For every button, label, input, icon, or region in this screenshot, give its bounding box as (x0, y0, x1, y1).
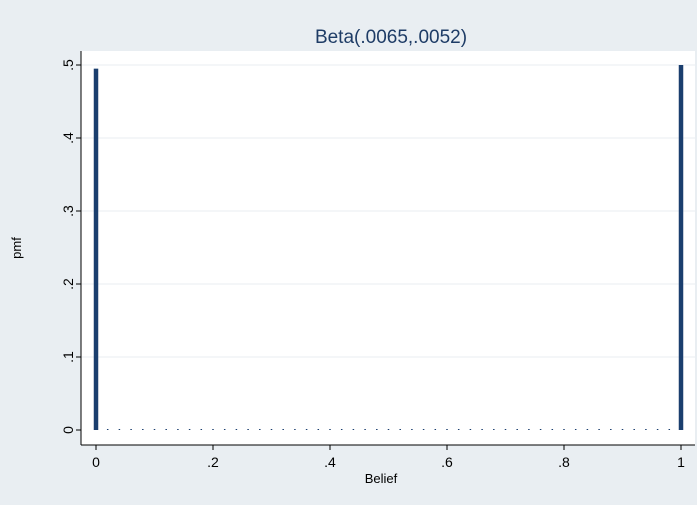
bar (305, 429, 308, 430)
bar (563, 429, 565, 430)
bar (528, 429, 530, 430)
y-axis-ticks: 0 .1 .2 .3 .4 .5 (60, 59, 81, 434)
bar (177, 429, 179, 430)
bar (165, 429, 167, 430)
y-tick-label: .5 (60, 59, 76, 71)
bar (294, 429, 296, 430)
bar (656, 429, 659, 430)
bar (598, 429, 600, 430)
bar (411, 429, 413, 430)
bar (223, 429, 226, 430)
bar (457, 429, 460, 430)
x-tick-label: 0 (92, 454, 100, 470)
bar (200, 429, 203, 430)
bar (574, 429, 577, 430)
bar (212, 429, 214, 430)
bar (493, 429, 495, 430)
bar (282, 429, 284, 430)
x-tick-label: .4 (324, 454, 336, 470)
bar (142, 429, 144, 430)
bar (352, 429, 355, 430)
bar (130, 429, 132, 430)
bar (188, 429, 191, 430)
bar (270, 429, 273, 430)
y-tick-label: .4 (60, 132, 76, 144)
bar (586, 429, 589, 430)
y-tick-label: .3 (60, 205, 76, 217)
bar (399, 429, 401, 430)
chart-title: Beta(.0065,.0052) (315, 27, 467, 48)
bar (153, 429, 156, 430)
y-tick-label: .2 (60, 278, 76, 290)
bar (539, 429, 542, 430)
bar (504, 429, 507, 430)
grid-lines (81, 64, 695, 358)
y-tick-label: 0 (60, 426, 76, 434)
bar (516, 429, 518, 430)
x-axis-title: Belief (365, 471, 398, 486)
bar (93, 68, 99, 431)
bar (678, 65, 684, 430)
bar (329, 429, 331, 430)
x-axis-ticks: 0 .2 .4 .6 .8 1 (92, 445, 685, 470)
x-tick-label: .6 (441, 454, 453, 470)
bar (235, 429, 238, 430)
bar (621, 429, 624, 430)
bar (668, 429, 671, 430)
bar (317, 429, 320, 430)
x-tick-label: .2 (207, 454, 219, 470)
bar (481, 429, 483, 430)
bar (434, 429, 437, 430)
y-tick-label: .1 (60, 351, 76, 363)
plot-area (81, 51, 695, 445)
bars (93, 65, 684, 431)
x-tick-label: .8 (558, 454, 570, 470)
bar (340, 429, 343, 430)
bar (247, 429, 249, 430)
bar (446, 429, 448, 430)
bar (259, 429, 261, 430)
bar (376, 429, 378, 430)
bar (118, 429, 121, 430)
bar (387, 429, 390, 430)
bar (469, 429, 472, 430)
bar (645, 429, 647, 430)
bar (106, 429, 109, 430)
bar (610, 429, 612, 430)
y-axis-title: pmf (9, 237, 24, 259)
bar (633, 429, 635, 430)
bar (422, 429, 425, 430)
bar (551, 429, 554, 430)
x-tick-label: 1 (677, 454, 685, 470)
bar (364, 429, 366, 430)
